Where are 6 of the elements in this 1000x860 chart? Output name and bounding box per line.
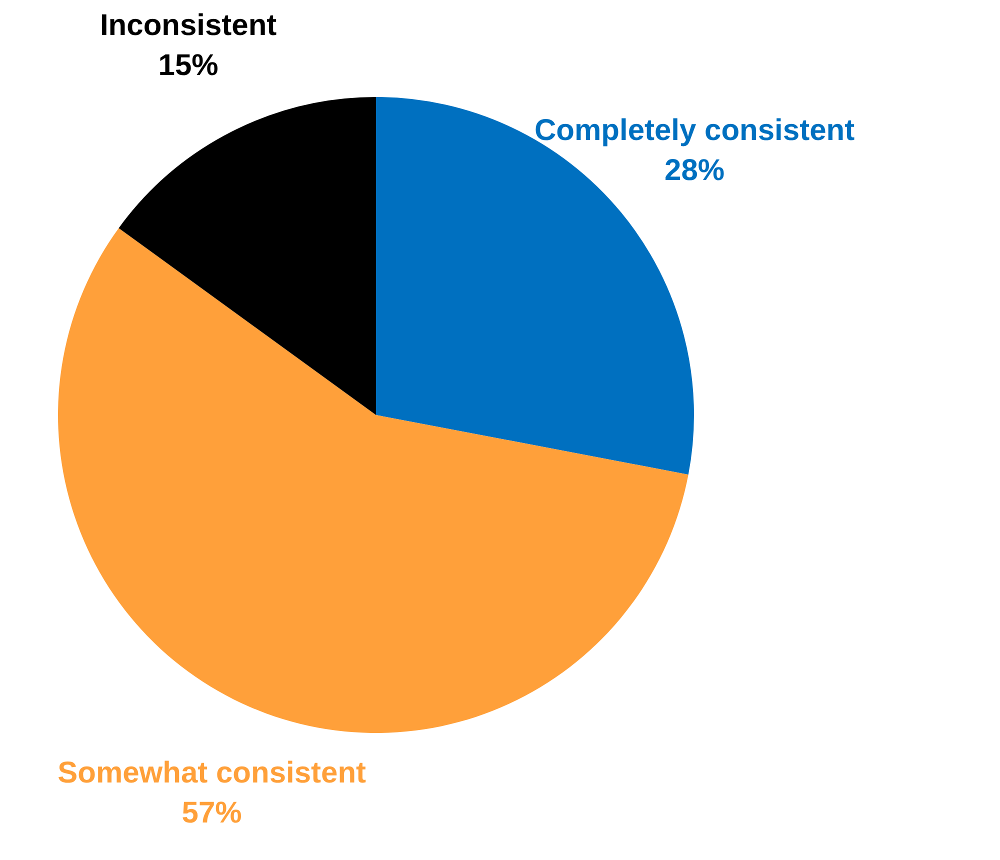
data-label: 28% xyxy=(664,154,725,187)
slice-label: Completely consistent xyxy=(534,114,855,147)
slice-label: Somewhat consistent xyxy=(58,756,366,790)
slice-label: Inconsistent xyxy=(100,8,277,42)
data-label: 15% xyxy=(158,48,218,82)
data-label: 57% xyxy=(182,796,242,830)
